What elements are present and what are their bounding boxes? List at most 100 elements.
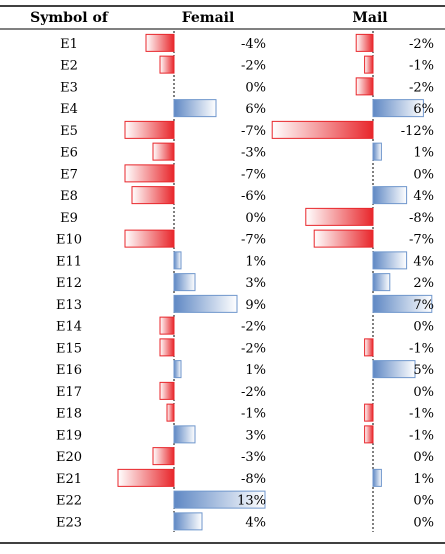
mail-value-label: 1% — [413, 472, 434, 487]
femail-value-label: 0% — [245, 211, 266, 226]
femail-bar — [166, 403, 175, 422]
header-femail: Femail — [182, 10, 235, 26]
mail-bar — [355, 77, 374, 96]
femail-bar — [124, 164, 175, 183]
mail-bar — [372, 468, 382, 487]
mail-value-label: -1% — [409, 341, 434, 356]
femail-value-label: -2% — [241, 320, 266, 335]
mail-bar — [271, 120, 374, 139]
femail-value-label: -6% — [241, 189, 266, 204]
femail-bar — [173, 425, 196, 444]
mail-value-label: 0% — [413, 515, 434, 530]
category-label: E10 — [56, 233, 82, 248]
mail-value-label: 0% — [413, 167, 434, 182]
femail-bar — [173, 251, 182, 270]
category-label: E8 — [60, 189, 78, 204]
femail-bar — [159, 381, 175, 400]
femail-value-label: 6% — [245, 102, 266, 117]
femail-value-label: 4% — [245, 515, 266, 530]
femail-value-label: 9% — [245, 298, 266, 313]
mail-value-label: 0% — [413, 385, 434, 400]
mail-value-label: 1% — [413, 146, 434, 161]
mail-bar — [372, 360, 416, 379]
category-label: E16 — [56, 363, 82, 378]
femail-bar — [173, 273, 196, 292]
femail-value-label: 1% — [245, 254, 266, 269]
category-label: E18 — [56, 407, 82, 422]
femail-value-label: -2% — [241, 341, 266, 356]
mail-value-label: -8% — [409, 211, 434, 226]
femail-bar — [173, 490, 266, 509]
mail-bar — [372, 186, 408, 205]
mail-value-label: 0% — [413, 494, 434, 509]
femail-bar — [159, 338, 175, 357]
mail-bar — [372, 273, 391, 292]
category-label: E23 — [56, 515, 82, 530]
femail-value-label: -1% — [241, 407, 266, 422]
category-label: E11 — [56, 254, 82, 269]
mail-value-label: 5% — [413, 363, 434, 378]
category-label: E7 — [60, 167, 78, 182]
femail-value-label: -7% — [241, 167, 266, 182]
mail-value-label: 4% — [413, 254, 434, 269]
category-label: E12 — [56, 276, 82, 291]
mail-bar — [372, 294, 433, 313]
femail-bar — [173, 512, 203, 531]
category-label: E20 — [56, 450, 82, 465]
mail-value-label: 6% — [413, 102, 434, 117]
header-symbol: Symbol of — [30, 10, 109, 26]
femail-bar — [124, 229, 175, 248]
femail-bar — [124, 120, 175, 139]
category-label: E19 — [56, 428, 82, 443]
femail-bar — [152, 447, 175, 466]
mail-bar — [364, 55, 374, 74]
femail-bar — [152, 142, 175, 161]
category-label: E13 — [56, 298, 82, 313]
mail-value-label: -12% — [401, 124, 434, 139]
mail-bar — [372, 99, 424, 118]
femail-bar — [159, 55, 175, 74]
category-label: E5 — [60, 124, 78, 139]
mail-bar — [313, 229, 374, 248]
mail-bar — [355, 33, 374, 52]
femail-value-label: -7% — [241, 233, 266, 248]
mail-value-label: 7% — [413, 298, 434, 313]
femail-value-label: -7% — [241, 124, 266, 139]
category-label: E4 — [60, 102, 78, 117]
category-label: E21 — [56, 472, 82, 487]
femail-value-label: 3% — [245, 428, 266, 443]
category-label: E9 — [60, 211, 78, 226]
femail-value-label: 1% — [245, 363, 266, 378]
femail-value-label: -2% — [241, 59, 266, 74]
femail-value-label: -4% — [241, 37, 266, 52]
category-label: E1 — [60, 37, 78, 52]
category-label: E22 — [56, 494, 82, 509]
femail-bar — [173, 99, 217, 118]
category-label: E3 — [60, 80, 78, 95]
femail-value-label: -3% — [241, 450, 266, 465]
category-label: E14 — [56, 320, 82, 335]
mail-value-label: -2% — [409, 37, 434, 52]
femail-bar — [173, 360, 182, 379]
femail-bar — [173, 294, 238, 313]
mail-value-label: -1% — [409, 428, 434, 443]
femail-value-label: -8% — [241, 472, 266, 487]
mail-value-label: 0% — [413, 320, 434, 335]
mail-bar — [372, 142, 382, 161]
femail-bar — [131, 186, 175, 205]
category-label: E17 — [56, 385, 82, 400]
mail-value-label: -1% — [409, 59, 434, 74]
femail-bar — [159, 316, 175, 335]
category-label: E6 — [60, 146, 78, 161]
mail-value-label: 4% — [413, 189, 434, 204]
mail-value-label: -1% — [409, 407, 434, 422]
mail-bar — [364, 338, 374, 357]
mail-value-label: -7% — [409, 233, 434, 248]
mail-bar — [372, 251, 408, 270]
mail-bar — [364, 403, 374, 422]
mail-value-label: 0% — [413, 450, 434, 465]
mail-bar — [364, 425, 374, 444]
category-label: E15 — [56, 341, 82, 356]
femail-value-label: -2% — [241, 385, 266, 400]
